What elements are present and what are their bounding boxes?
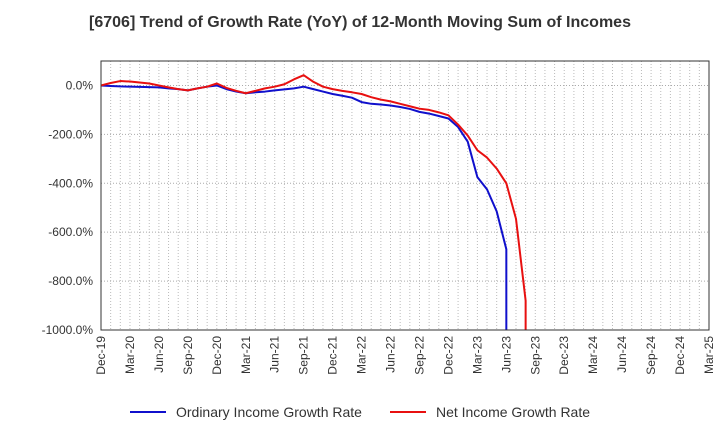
x-tick-label: Dec-22 [441, 336, 455, 375]
y-tick-label: -1000.0% [42, 323, 94, 337]
legend-item-ordinary-income: Ordinary Income Growth Rate [129, 404, 362, 420]
plot-frame [100, 60, 710, 331]
x-tick-label: Jun-21 [268, 336, 282, 373]
y-tick-label: 0.0% [66, 78, 94, 92]
grid-lines [101, 61, 709, 330]
x-tick-label: Jun-23 [499, 336, 513, 373]
x-tick-label: Jun-20 [152, 336, 166, 373]
series-layer [100, 74, 527, 330]
y-tick-label: -600.0% [48, 225, 93, 239]
legend-swatch-net-income [389, 411, 426, 413]
x-tick-label: Dec-21 [326, 336, 340, 375]
x-tick-label: Jun-22 [384, 336, 398, 373]
x-tick-label: Sep-22 [412, 336, 426, 375]
x-tick-label: Mar-22 [355, 336, 369, 374]
y-tick-label: -200.0% [48, 127, 93, 141]
x-tick-label: Mar-25 [702, 336, 716, 374]
y-axis-ticks: 0.0% -200.0% -400.0% -600.0% -800.0% -1000.0% [42, 78, 94, 337]
series-line-net-income [100, 74, 527, 330]
x-tick-label: Sep-21 [297, 336, 311, 375]
legend-label-net-income: Net Income Growth Rate [435, 404, 591, 420]
x-tick-label: Dec-24 [673, 336, 687, 375]
legend: Ordinary Income Growth Rate Net Income G… [0, 404, 720, 420]
legend-swatch-ordinary-income [129, 411, 166, 413]
x-tick-label: Mar-23 [470, 336, 484, 374]
x-tick-label: Dec-19 [94, 336, 108, 375]
x-tick-label: Sep-20 [181, 336, 195, 375]
x-tick-label: Mar-24 [586, 336, 600, 374]
x-tick-label: Dec-23 [557, 336, 571, 375]
chart-title: [6706] Trend of Growth Rate (YoY) of 12-… [89, 14, 631, 31]
x-axis-ticks: Dec-19 Mar-20 Jun-20 Sep-20 Dec-20 Mar-21 Jun-… [94, 336, 716, 375]
x-tick-label: Mar-21 [239, 336, 253, 374]
y-tick-label: -400.0% [48, 176, 93, 190]
x-tick-label: Sep-23 [528, 336, 542, 375]
plot-area [101, 61, 709, 330]
legend-item-net-income: Net Income Growth Rate [389, 404, 591, 420]
x-tick-label: Jun-24 [615, 336, 629, 373]
x-tick-label: Mar-20 [123, 336, 137, 374]
legend-label-ordinary-income: Ordinary Income Growth Rate [175, 404, 362, 420]
x-tick-label: Dec-20 [210, 336, 224, 375]
x-tick-label: Sep-24 [644, 336, 658, 375]
y-tick-label: -800.0% [48, 274, 93, 288]
